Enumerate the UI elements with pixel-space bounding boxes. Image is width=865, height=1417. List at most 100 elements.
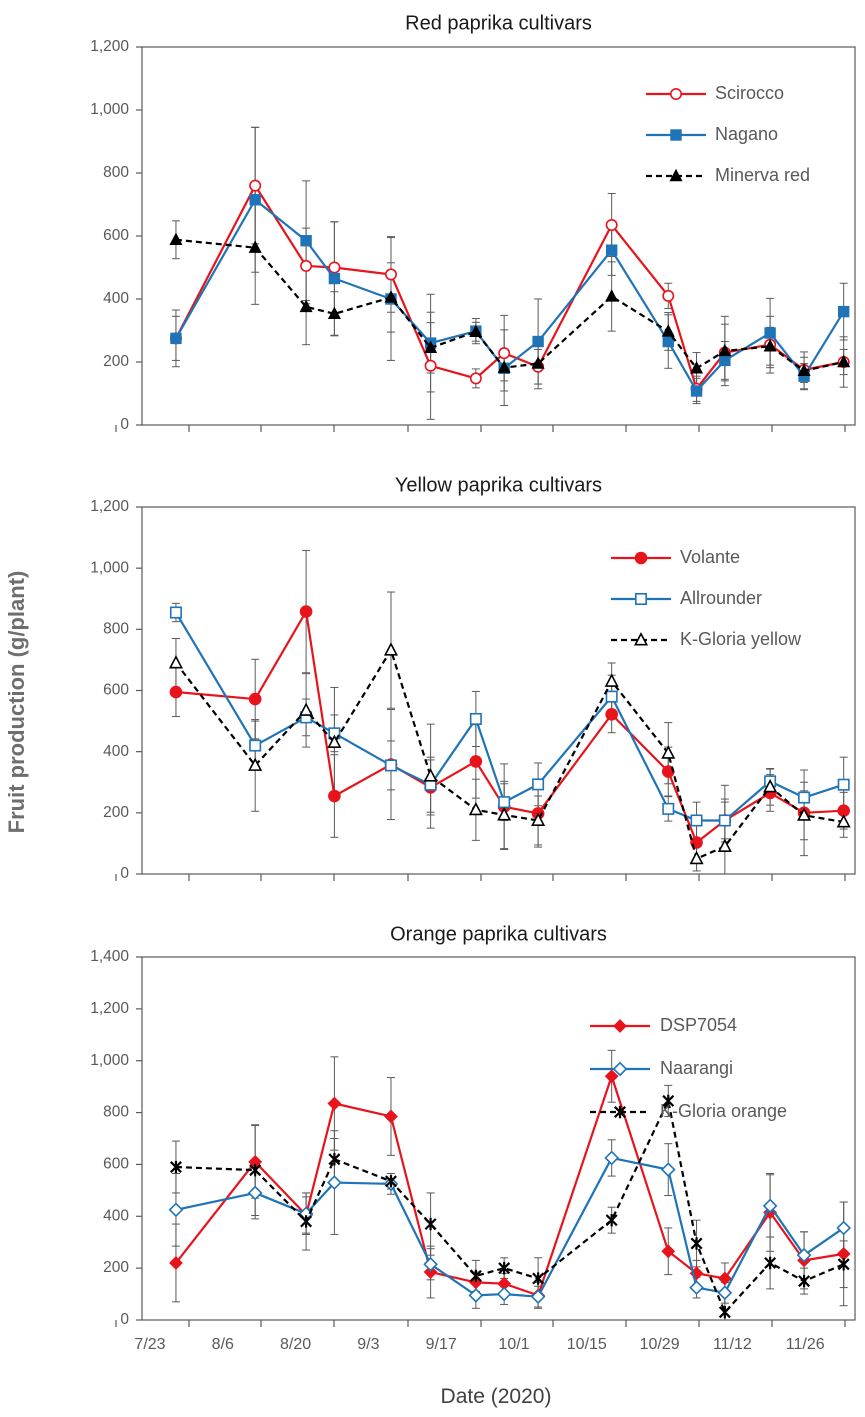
data-point-naarangi-shape xyxy=(796,1247,812,1263)
data-point-minerva-red-shape xyxy=(605,289,619,302)
data-point-dsp7054-shape xyxy=(661,1244,676,1259)
data-point-k-gloria-yellow xyxy=(661,745,676,759)
data-point-k-gloria-orange-shape xyxy=(764,1256,777,1270)
data-point-minerva-red-shape xyxy=(718,343,732,357)
data-point-naarangi-shape xyxy=(327,1175,342,1190)
legend-label-k-gloria-yellow: K-Gloria yellow xyxy=(680,629,802,649)
series-line-scirocco xyxy=(174,184,844,390)
legend-marker-dsp7054-shape xyxy=(613,1019,627,1033)
legend-marker-naarangi xyxy=(612,1061,628,1077)
series-line-minerva-red xyxy=(175,238,844,372)
chart-panel-2: Yellow paprika cultivars 0 200 400 600 800 1,0… xyxy=(90,474,856,882)
data-point-scirocco xyxy=(328,261,341,274)
x-tick-label: 9/3 xyxy=(357,1336,379,1353)
data-point-nagano-shape xyxy=(719,354,731,367)
series-dsp7054 xyxy=(169,1069,851,1303)
data-point-allrounder xyxy=(798,791,811,804)
data-point-minerva-red xyxy=(169,232,183,245)
chart-title: Yellow paprika cultivars xyxy=(395,474,602,496)
data-point-minerva-red-shape xyxy=(531,356,545,369)
data-point-dsp7054 xyxy=(327,1096,342,1111)
y-tick-label: 0 xyxy=(120,1311,129,1328)
shared-y-axis-label: Fruit production (g/plant) xyxy=(4,571,29,834)
data-point-k-gloria-yellow-shape xyxy=(248,757,263,771)
data-point-nagano xyxy=(170,332,182,345)
data-point-dsp7054 xyxy=(604,1069,619,1084)
x-tick-label: 10/29 xyxy=(640,1336,680,1353)
data-point-dsp7054-shape xyxy=(384,1109,398,1124)
data-point-k-gloria-orange xyxy=(249,1163,262,1177)
data-point-scirocco xyxy=(300,259,313,272)
y-tick-label: 800 xyxy=(103,164,129,181)
data-point-volante xyxy=(328,789,341,803)
data-point-naarangi xyxy=(604,1150,620,1166)
data-point-scirocco xyxy=(469,372,482,385)
data-point-nagano-shape xyxy=(249,194,261,206)
data-point-dsp7054 xyxy=(384,1109,398,1124)
data-point-naarangi-shape xyxy=(168,1202,184,1218)
data-point-naarangi xyxy=(423,1256,438,1272)
data-point-k-gloria-orange-shape xyxy=(532,1272,545,1285)
data-point-k-gloria-yellow xyxy=(836,814,851,828)
legend-marker-k-gloria-yellow-shape xyxy=(633,632,649,646)
data-point-k-gloria-orange-shape xyxy=(605,1213,618,1227)
data-point-minerva-red-shape xyxy=(424,340,438,354)
series-line-naarangi xyxy=(175,1156,845,1298)
data-point-volante-shape xyxy=(605,708,618,721)
data-point-scirocco-shape xyxy=(498,347,511,360)
x-tick-label: 11/26 xyxy=(786,1336,825,1353)
data-point-scirocco-shape xyxy=(424,359,437,372)
data-point-k-gloria-yellow-shape xyxy=(717,838,732,852)
legend-label-naarangi: Naarangi xyxy=(660,1058,733,1078)
legend: Scirocco Nagano Minerva red xyxy=(646,83,810,185)
data-point-allrounder xyxy=(498,796,511,809)
y-tick-label: 0 xyxy=(120,865,129,882)
chart-panels: Red paprika cultivars 0 200 400 600 800 1,000 1… xyxy=(90,12,856,1353)
data-point-allrounder-shape xyxy=(718,814,731,827)
data-point-minerva-red xyxy=(327,306,341,320)
data-point-volante xyxy=(605,708,618,721)
data-point-scirocco xyxy=(384,268,397,281)
data-point-minerva-red xyxy=(299,299,313,313)
x-tick-label: 8/20 xyxy=(280,1336,311,1353)
data-point-dsp7054-shape xyxy=(327,1096,342,1111)
y-tick-label: 600 xyxy=(103,227,129,244)
data-point-naarangi xyxy=(836,1220,852,1236)
data-point-minerva-red-shape xyxy=(169,232,183,245)
data-point-allrounder-shape xyxy=(532,778,545,791)
data-point-minerva-red-shape xyxy=(384,290,398,303)
data-point-nagano-shape xyxy=(170,332,182,345)
data-point-naarangi-shape xyxy=(660,1162,676,1177)
data-point-allrounder-shape xyxy=(798,791,811,804)
data-point-nagano xyxy=(605,244,618,256)
data-point-naarangi xyxy=(530,1289,546,1304)
data-point-allrounder xyxy=(384,759,397,772)
data-point-allrounder-shape xyxy=(169,606,182,619)
data-point-k-gloria-orange xyxy=(837,1258,850,1271)
data-point-dsp7054-shape xyxy=(423,1265,438,1279)
data-point-allrounder-shape xyxy=(662,802,675,815)
data-point-dsp7054-shape xyxy=(604,1069,619,1084)
data-point-minerva-red-shape xyxy=(299,299,313,313)
data-point-k-gloria-orange-shape xyxy=(798,1274,811,1288)
y-tick-label: 1,000 xyxy=(90,559,129,576)
legend-label-scirocco: Scirocco xyxy=(715,83,784,103)
y-tick-label: 1,400 xyxy=(90,948,129,965)
data-point-minerva-red xyxy=(605,289,619,302)
data-point-allrounder xyxy=(169,606,182,619)
data-point-allrounder-shape xyxy=(837,778,850,791)
legend-marker-nagano xyxy=(670,129,682,141)
data-point-allrounder xyxy=(662,802,675,815)
data-point-k-gloria-orange xyxy=(690,1237,703,1250)
chart-panel-1: Red paprika cultivars 0 200 400 600 800 1,000 1… xyxy=(90,12,856,433)
data-point-allrounder-shape xyxy=(498,796,511,809)
data-point-k-gloria-yellow xyxy=(383,642,399,656)
legend-marker-nagano-shape xyxy=(670,129,682,141)
data-point-naarangi-shape xyxy=(604,1150,620,1166)
data-point-k-gloria-orange xyxy=(798,1274,811,1288)
data-point-scirocco-shape xyxy=(328,261,341,274)
x-tick-label: 10/1 xyxy=(498,1336,529,1353)
y-tick-label: 400 xyxy=(103,1207,129,1224)
data-point-k-gloria-yellow xyxy=(717,838,732,852)
data-point-scirocco xyxy=(662,289,675,302)
